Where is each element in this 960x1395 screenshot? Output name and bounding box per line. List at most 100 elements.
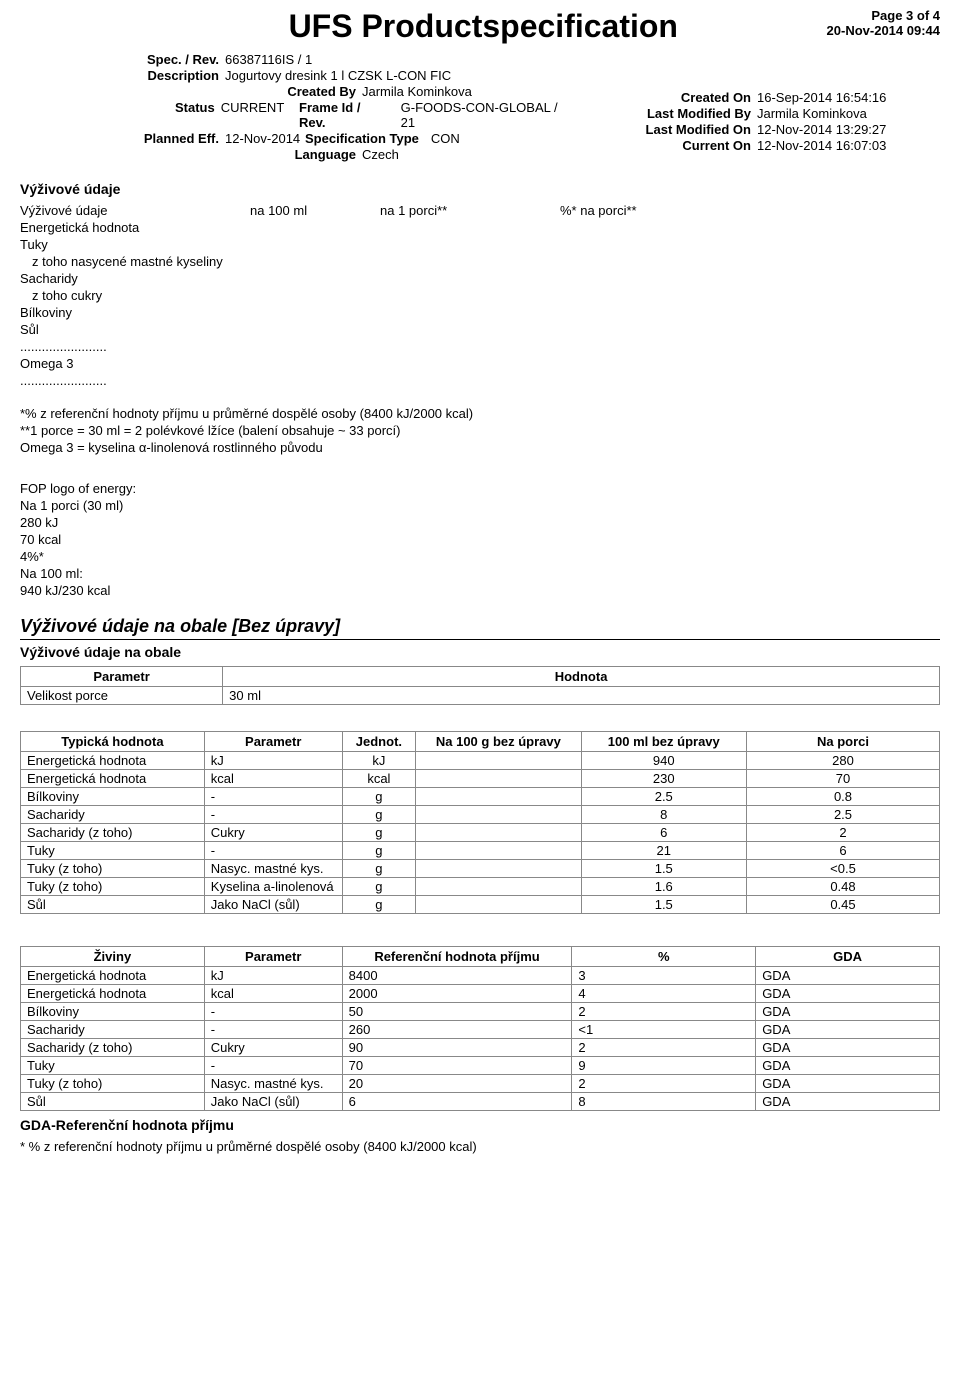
gda-th: %	[572, 947, 756, 967]
table-row: Sacharidy-260<1GDA	[21, 1021, 940, 1039]
typical-cell: 21	[581, 842, 746, 860]
created-by: Jarmila Kominkova	[362, 84, 472, 99]
typical-cell: g	[342, 896, 416, 914]
gda-cell: -	[204, 1003, 342, 1021]
nutri-notes: *% z referenční hodnoty příjmu u průměrn…	[20, 406, 940, 455]
header: UFS Productspecification Page 3 of 4 20-…	[20, 8, 940, 49]
meta-left: Spec. / Rev.66387116IS / 1 DescriptionJo…	[20, 51, 572, 163]
main-title: UFS Productspecification	[140, 8, 827, 45]
table-row: Bílkoviny-g2.50.8	[21, 788, 940, 806]
nutri-row: z toho nasycené mastné kyseliny	[20, 254, 940, 269]
gda-cell: 2	[572, 1075, 756, 1093]
gda-footer-title: GDA-Referenční hodnota příjmu	[20, 1117, 940, 1133]
nutri-row: Bílkoviny	[20, 305, 940, 320]
page-datetime: 20-Nov-2014 09:44	[827, 23, 940, 38]
gda-cell: GDA	[756, 1021, 940, 1039]
table-row: Energetická hodnotakcalkcal23070	[21, 770, 940, 788]
gda-th: GDA	[756, 947, 940, 967]
typical-cell: -	[204, 842, 342, 860]
nutri-header-row: Výživové údaje na 100 ml na 1 porci** %*…	[20, 203, 940, 218]
typical-cell	[416, 860, 581, 878]
description-label: Description	[20, 68, 225, 83]
modified-by-label: Last Modified By	[592, 106, 757, 121]
status: CURRENT	[221, 100, 299, 130]
typical-table: Typická hodnotaParametrJednot.Na 100 g b…	[20, 731, 940, 914]
typical-th: Na porci	[746, 732, 939, 752]
typical-cell: 70	[746, 770, 939, 788]
nutri-section-title: Výživové údaje	[20, 181, 940, 197]
table-row: Bílkoviny-502GDA	[21, 1003, 940, 1021]
gda-table: ŽivinyParametrReferenční hodnota příjmu%…	[20, 946, 940, 1111]
typical-cell: 230	[581, 770, 746, 788]
typical-cell: 2.5	[746, 806, 939, 824]
table-row: Sacharidy-g82.5	[21, 806, 940, 824]
gda-cell: Tuky (z toho)	[21, 1075, 205, 1093]
typical-cell: kJ	[204, 752, 342, 770]
gda-cell: 4	[572, 985, 756, 1003]
gda-th: Živiny	[21, 947, 205, 967]
gda-cell: Energetická hodnota	[21, 985, 205, 1003]
frame: G-FOODS-CON-GLOBAL / 21	[395, 100, 572, 130]
gda-cell: Tuky	[21, 1057, 205, 1075]
serving-th-value: Hodnota	[223, 667, 940, 687]
typical-th: Jednot.	[342, 732, 416, 752]
nutri-row: Omega 3	[20, 356, 940, 371]
gda-cell: 8	[572, 1093, 756, 1111]
typical-cell	[416, 824, 581, 842]
typical-cell: 2.5	[581, 788, 746, 806]
typical-cell	[416, 770, 581, 788]
table-row: Energetická hodnotakJkJ940280	[21, 752, 940, 770]
nutri-row: Tuky	[20, 237, 940, 252]
typical-cell: 1.5	[581, 860, 746, 878]
gda-cell: GDA	[756, 1057, 940, 1075]
typical-cell: Energetická hodnota	[21, 752, 205, 770]
gda-cell: 9	[572, 1057, 756, 1075]
gda-cell: Bílkoviny	[21, 1003, 205, 1021]
spec-rev: 66387116IS / 1	[225, 52, 572, 67]
nutri-row: ........................	[20, 373, 940, 388]
gda-footer-note: * % z referenční hodnoty příjmu u průměr…	[20, 1139, 940, 1154]
typical-cell: kcal	[342, 770, 416, 788]
typical-cell: -	[204, 806, 342, 824]
fop-line: Na 1 porci (30 ml)	[20, 498, 940, 513]
typical-th: Typická hodnota	[21, 732, 205, 752]
typical-cell: Sacharidy	[21, 806, 205, 824]
typical-cell: Bílkoviny	[21, 788, 205, 806]
gda-cell: Nasyc. mastné kys.	[204, 1075, 342, 1093]
typical-cell: g	[342, 842, 416, 860]
typical-cell: Energetická hodnota	[21, 770, 205, 788]
gda-cell: kJ	[204, 967, 342, 985]
gda-cell: Sacharidy	[21, 1021, 205, 1039]
language: Czech	[362, 147, 572, 162]
table-row: Tuky (z toho)Nasyc. mastné kys.202GDA	[21, 1075, 940, 1093]
gda-cell: GDA	[756, 1039, 940, 1057]
table-row: Tuky-709GDA	[21, 1057, 940, 1075]
typical-cell: <0.5	[746, 860, 939, 878]
typical-cell: g	[342, 860, 416, 878]
gda-cell: GDA	[756, 1093, 940, 1111]
fop-line: 70 kcal	[20, 532, 940, 547]
serving-th-param: Parametr	[21, 667, 223, 687]
typical-cell: Tuky (z toho)	[21, 878, 205, 896]
table-row: Energetická hodnotakcal20004GDA	[21, 985, 940, 1003]
nutri-h1: Výživové údaje	[20, 203, 250, 218]
page: UFS Productspecification Page 3 of 4 20-…	[0, 0, 960, 1180]
table-row: Velikost porce 30 ml	[21, 687, 940, 705]
typical-cell: 1.6	[581, 878, 746, 896]
table-row: Sacharidy (z toho)Cukry902GDA	[21, 1039, 940, 1057]
fop-line: Na 100 ml:	[20, 566, 940, 581]
gda-th: Parametr	[204, 947, 342, 967]
typical-cell: Tuky (z toho)	[21, 860, 205, 878]
nutri-facts: Výživové údaje na 100 ml na 1 porci** %*…	[20, 203, 940, 388]
table-row: Tuky-g216	[21, 842, 940, 860]
typical-cell: 8	[581, 806, 746, 824]
typical-cell: 0.8	[746, 788, 939, 806]
serving-table: Parametr Hodnota Velikost porce 30 ml	[20, 666, 940, 705]
language-label: Language	[20, 147, 362, 162]
gda-cell: 90	[342, 1039, 572, 1057]
nutri-row: ........................	[20, 339, 940, 354]
page-info: Page 3 of 4 20-Nov-2014 09:44	[827, 8, 940, 38]
fop-line: 940 kJ/230 kcal	[20, 583, 940, 598]
fop-line: FOP logo of energy:	[20, 481, 940, 496]
gda-cell: GDA	[756, 985, 940, 1003]
